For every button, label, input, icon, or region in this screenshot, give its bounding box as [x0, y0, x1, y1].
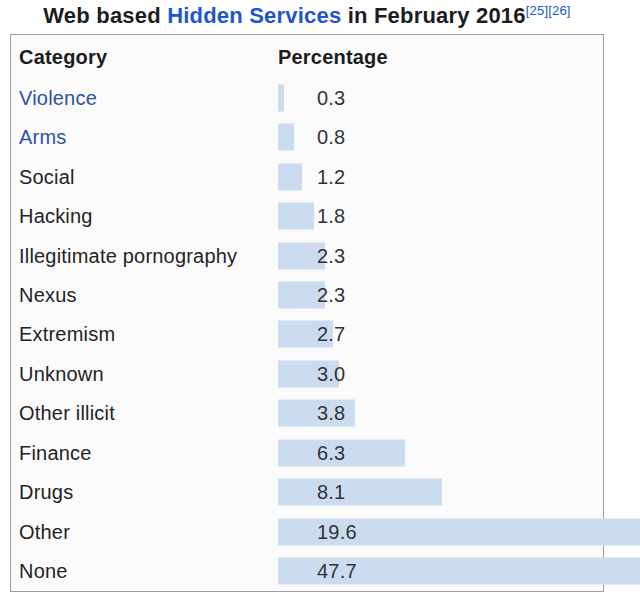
percentage-value: 1.8 [317, 205, 345, 228]
percentage-value: 19.6 [317, 520, 357, 543]
percentage-value: 3.8 [317, 402, 345, 425]
table-row: Illegitimate pornography 2.3 [11, 236, 603, 275]
title-text-suffix: in February 2016 [341, 3, 525, 28]
percentage-value: 6.3 [317, 441, 345, 464]
category-label: Hacking [19, 205, 93, 228]
percentage-value: 3.0 [317, 362, 345, 385]
percentage-value: 8.1 [317, 481, 345, 504]
table-header-row: Category Percentage [11, 35, 603, 78]
table-row: Nexus 2.3 [11, 275, 603, 314]
percentage-value: 2.3 [317, 244, 345, 267]
table-row: Social 1.2 [11, 157, 603, 196]
category-label: Other illicit [19, 402, 115, 425]
percentage-bar [278, 163, 302, 190]
percentage-value: 0.8 [317, 126, 345, 149]
table-row: Unknown 3.0 [11, 354, 603, 393]
ref-25-link[interactable]: [25] [526, 3, 548, 18]
ref-26-link[interactable]: [26] [548, 3, 570, 18]
bar-table: Category Percentage Violence 0.3 Arms 0.8 So… [10, 34, 604, 592]
category-label: Finance [19, 441, 92, 464]
category-label: Social [19, 165, 75, 188]
percentage-value: 1.2 [317, 165, 345, 188]
table-row: Violence 0.3 [11, 78, 603, 117]
page: Web based Hidden Services in February 20… [0, 0, 640, 602]
category-label: Unknown [19, 362, 104, 385]
category-link[interactable]: Arms [19, 126, 66, 149]
column-header-category: Category [19, 45, 107, 68]
category-label: None [19, 560, 68, 583]
category-link[interactable]: Violence [19, 86, 97, 109]
hidden-services-link[interactable]: Hidden Services [167, 3, 341, 28]
percentage-value: 2.3 [317, 283, 345, 306]
category-label: Nexus [19, 283, 77, 306]
table-row: Drugs 8.1 [11, 473, 603, 512]
percentage-value: 47.7 [317, 560, 357, 583]
category-label: Illegitimate pornography [19, 244, 237, 267]
table-row: Other 19.6 [11, 512, 603, 551]
table-row: Arms 0.8 [11, 117, 603, 156]
category-label: Extremism [19, 323, 115, 346]
title-text-prefix: Web based [43, 3, 167, 28]
table-body: Violence 0.3 Arms 0.8 Social 1.2 Hacking 1.8 Ill… [11, 78, 603, 591]
table-row: Extremism 2.7 [11, 315, 603, 354]
percentage-bar [278, 124, 294, 151]
percentage-value: 0.3 [317, 86, 345, 109]
page-title: Web based Hidden Services in February 20… [10, 3, 604, 29]
category-label: Other [19, 520, 70, 543]
table-row: Other illicit 3.8 [11, 394, 603, 433]
category-label: Drugs [19, 481, 73, 504]
table-row: Hacking 1.8 [11, 196, 603, 235]
table-row: None 47.7 [11, 551, 603, 590]
percentage-bar [278, 479, 442, 506]
table-row: Finance 6.3 [11, 433, 603, 472]
title-refs: [25][26] [526, 3, 571, 18]
percentage-bar [278, 84, 284, 111]
percentage-bar [278, 203, 314, 230]
column-header-percentage: Percentage [278, 45, 388, 68]
percentage-value: 2.7 [317, 323, 345, 346]
